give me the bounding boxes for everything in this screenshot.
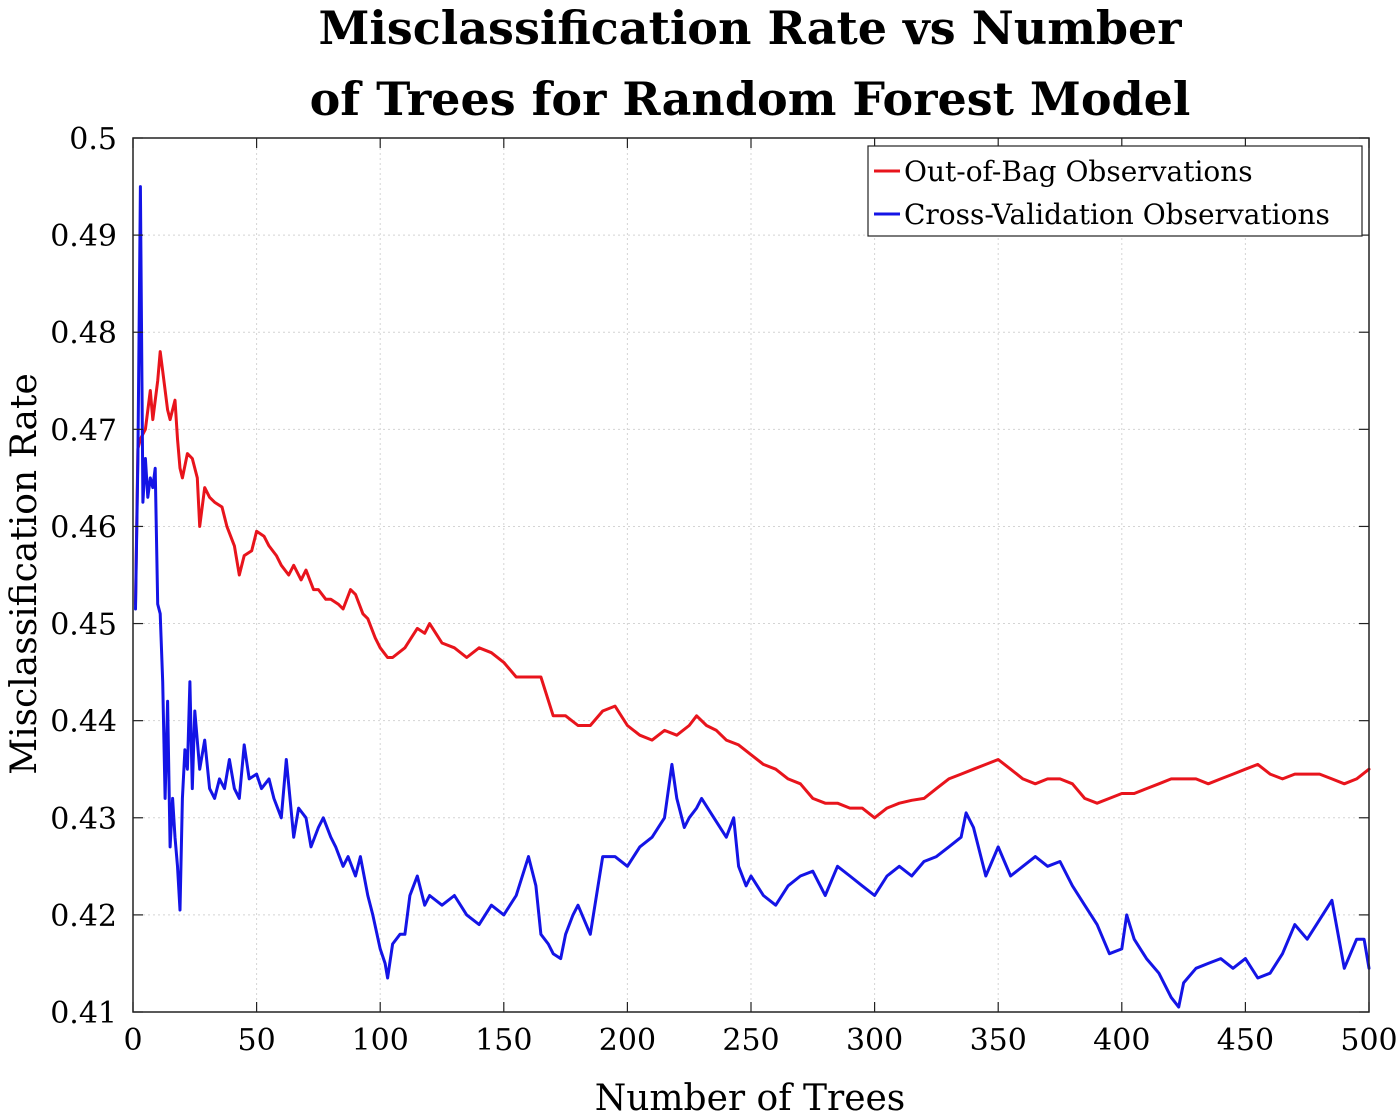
series-line-oob (134, 350, 1371, 820)
y-tick-label: 0.48 (50, 316, 117, 351)
y-tick-label: 0.43 (50, 802, 117, 837)
series-lines (134, 185, 1371, 1009)
chart-title-line-2: of Trees for Random Forest Model (310, 72, 1191, 126)
x-tick-label: 0 (123, 1023, 142, 1058)
x-tick-label: 50 (238, 1023, 276, 1058)
legend-box (867, 145, 1363, 237)
y-tick-label: 0.47 (50, 413, 117, 448)
x-tick-label: 500 (1340, 1023, 1397, 1058)
y-tick-label: 0.42 (50, 899, 117, 934)
x-tick-label: 400 (1093, 1023, 1150, 1058)
legend-label-oob: Out-of-Bag Observations (904, 155, 1253, 188)
legend-label-cv: Cross-Validation Observations (904, 198, 1330, 231)
y-tick-label: 0.46 (50, 510, 117, 545)
x-tick-label: 150 (475, 1023, 532, 1058)
legend: Out-of-Bag Observations Cross-Validation… (867, 145, 1363, 237)
x-tick-label: 300 (846, 1023, 903, 1058)
x-tick-label: 250 (722, 1023, 779, 1058)
x-tick-label: 100 (352, 1023, 409, 1058)
axis-ticks: 0 50 100 150 200 250 300 350 400 450 500 0.41 0.42 0.… (50, 122, 1397, 1058)
chart-title-line-1: Misclassification Rate vs Number (318, 1, 1182, 55)
x-axis-label: Number of Trees (595, 1078, 906, 1119)
x-tick-label: 200 (599, 1023, 656, 1058)
x-tick-label: 350 (970, 1023, 1027, 1058)
y-axis-label: Misclassification Rate (4, 373, 45, 775)
y-tick-label: 0.41 (50, 996, 117, 1031)
series-line-cv (134, 185, 1371, 1009)
y-tick-label: 0.44 (50, 705, 117, 740)
y-tick-label: 0.45 (50, 608, 117, 643)
y-tick-label: 0.49 (50, 219, 117, 254)
gridlines (132, 137, 1370, 1013)
x-tick-label: 450 (1217, 1023, 1274, 1058)
y-tick-label: 0.5 (69, 122, 117, 157)
